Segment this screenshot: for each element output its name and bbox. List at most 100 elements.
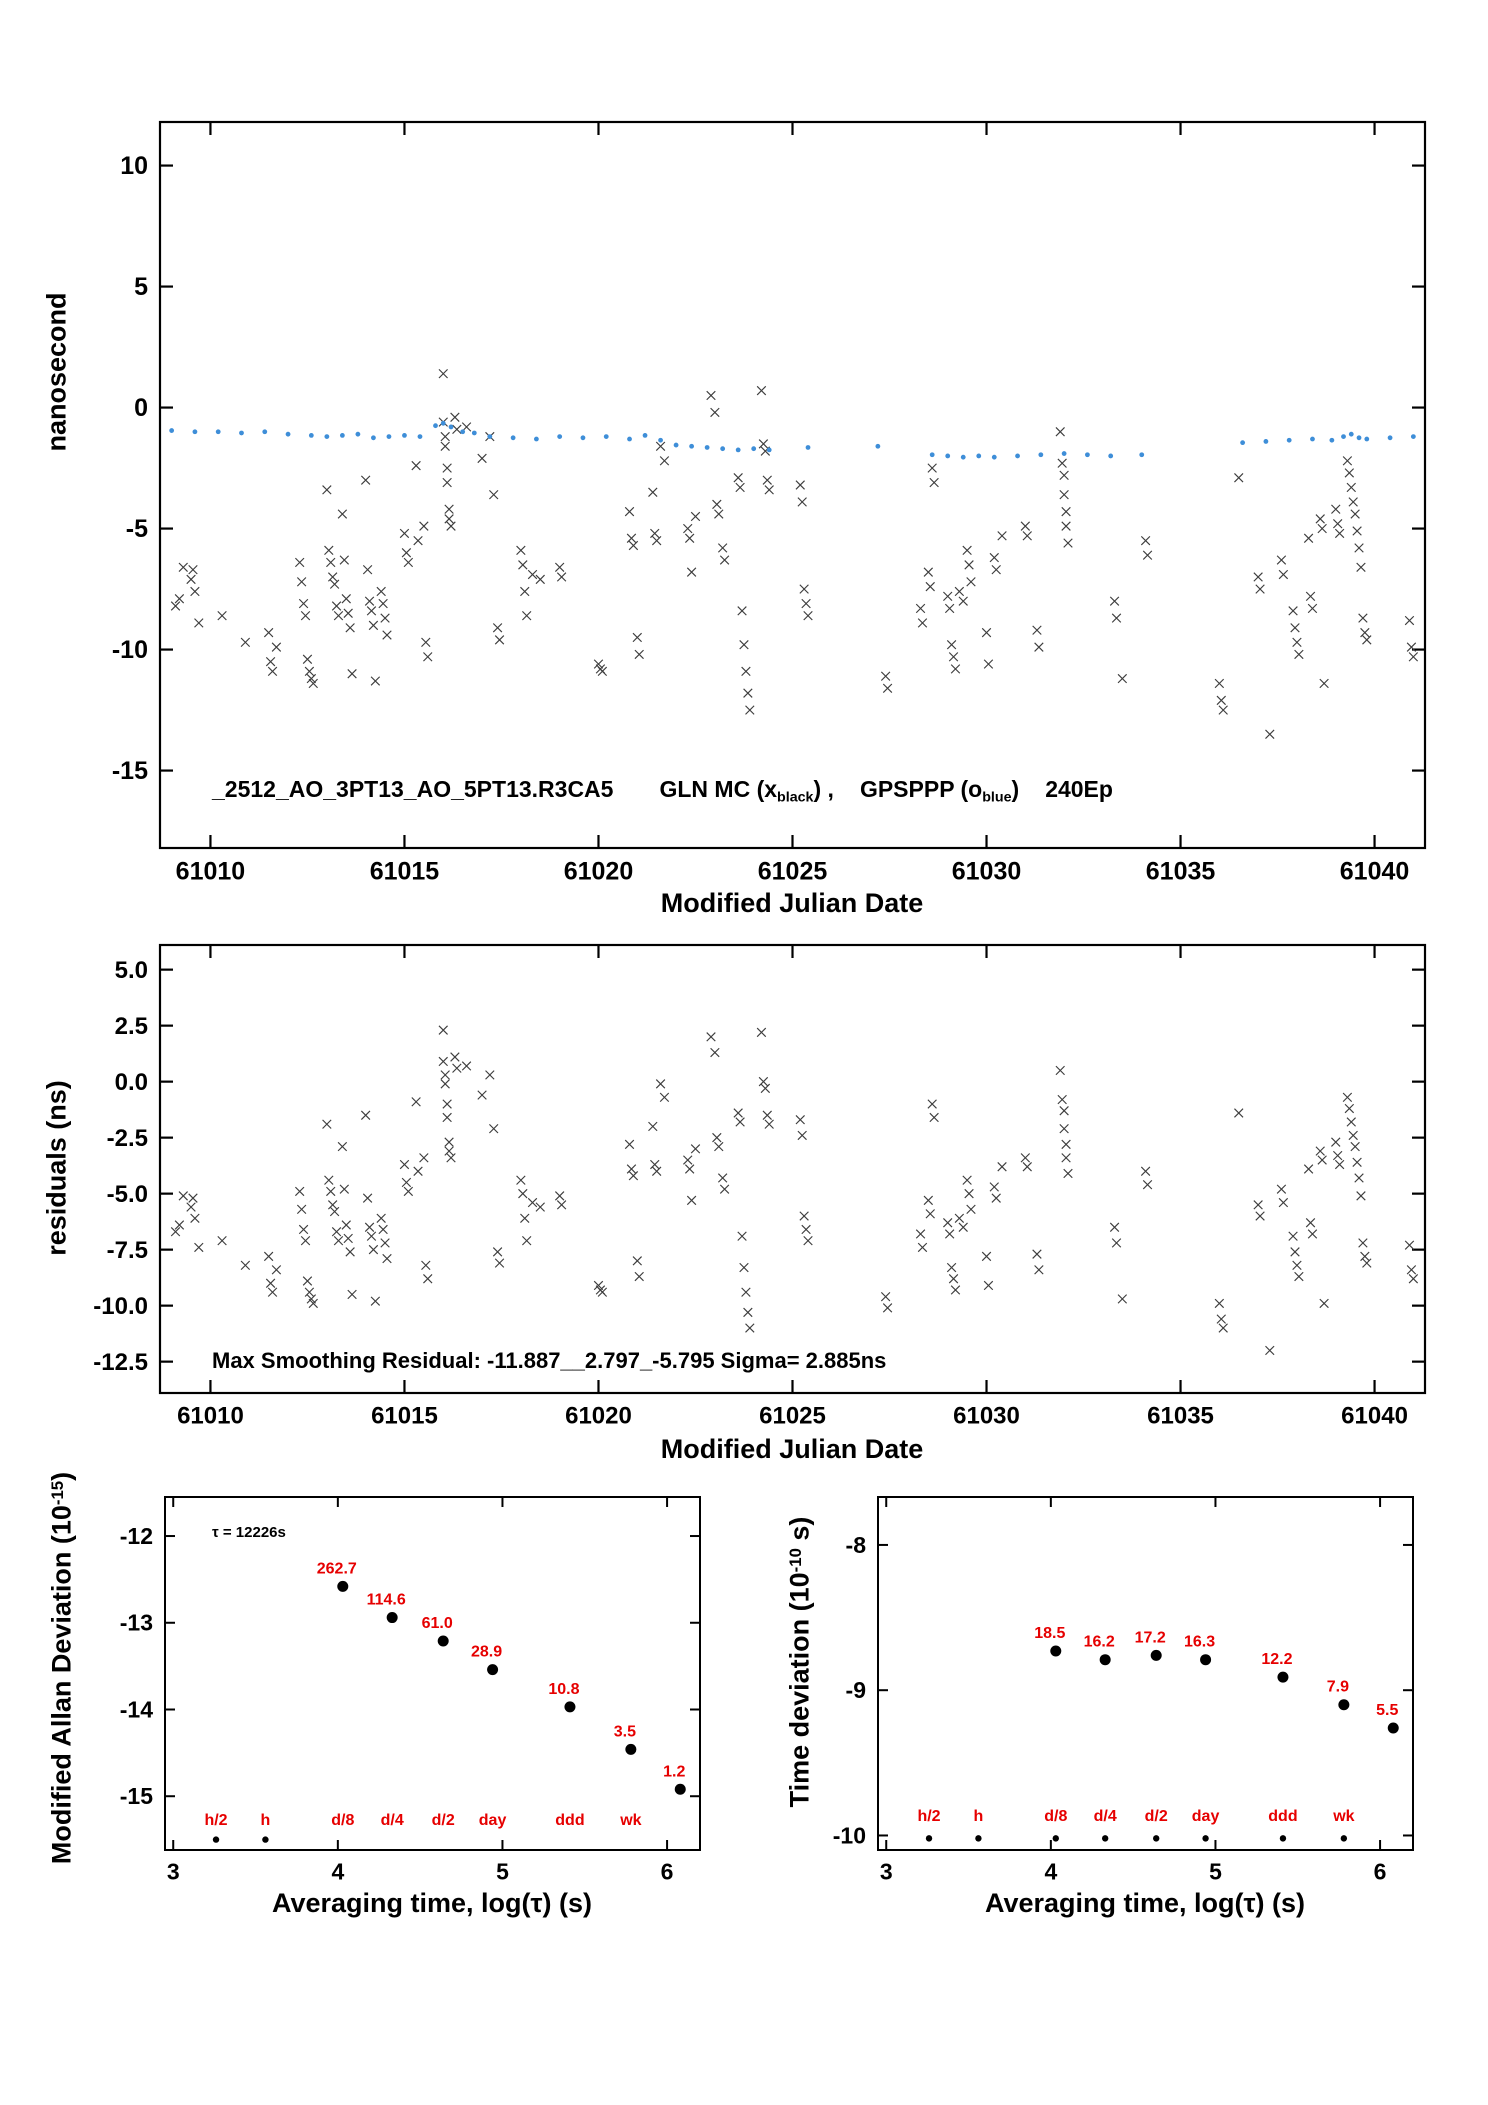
axes-frame bbox=[164, 1496, 701, 1851]
x-marker bbox=[1255, 1211, 1265, 1221]
x-marker bbox=[737, 1231, 747, 1241]
x-marker bbox=[745, 1323, 755, 1333]
x-marker bbox=[178, 562, 188, 572]
x-marker bbox=[1348, 497, 1358, 507]
x-marker bbox=[1218, 1323, 1228, 1333]
x-marker bbox=[411, 1097, 421, 1107]
x-marker bbox=[650, 1159, 660, 1170]
circle-marker bbox=[169, 428, 175, 433]
x-marker bbox=[801, 598, 811, 609]
x-marker bbox=[795, 1115, 805, 1125]
x-marker bbox=[739, 1262, 749, 1273]
series2-label: GPSPPP (oblue) bbox=[860, 776, 1020, 805]
x-marker bbox=[382, 1253, 392, 1264]
point-value-label: 16.2 bbox=[1084, 1634, 1115, 1651]
x-marker bbox=[1315, 1146, 1325, 1156]
circle-marker bbox=[720, 446, 726, 452]
x-marker bbox=[1334, 1159, 1345, 1170]
y-tick-label: -10 bbox=[112, 636, 148, 664]
x-marker bbox=[1358, 613, 1368, 623]
x-marker bbox=[1348, 1130, 1358, 1141]
x-marker bbox=[170, 601, 181, 611]
x-marker bbox=[758, 1076, 769, 1087]
x-marker bbox=[624, 1139, 635, 1150]
point-value-label: 10.8 bbox=[548, 1681, 579, 1698]
x-marker bbox=[624, 506, 635, 517]
x-marker bbox=[265, 656, 276, 667]
x-marker bbox=[1334, 528, 1345, 539]
circle-marker bbox=[1061, 451, 1067, 456]
x-marker bbox=[331, 1227, 342, 1237]
x-tick-label: 6 bbox=[1374, 1859, 1387, 1885]
x-marker bbox=[461, 1061, 472, 1071]
circle-marker bbox=[440, 420, 446, 426]
x-marker bbox=[1117, 673, 1128, 684]
x-marker bbox=[964, 560, 974, 570]
x-marker bbox=[442, 477, 452, 488]
x-marker bbox=[271, 642, 282, 652]
x-marker bbox=[306, 673, 317, 684]
x-marker bbox=[329, 1206, 340, 1217]
period-label: wk bbox=[1332, 1808, 1354, 1825]
x-marker bbox=[554, 562, 565, 572]
series-tdev-floor bbox=[925, 1835, 1348, 1842]
period-label: h bbox=[261, 1812, 271, 1829]
x-marker bbox=[1020, 521, 1031, 531]
panel1-annotation: _2512_AO_3PT13_AO_5PT13.R3CA5 GLN MC (xbl… bbox=[212, 776, 1113, 805]
circle-marker bbox=[355, 431, 361, 437]
x-tick-label: 3 bbox=[167, 1859, 180, 1885]
circle-marker bbox=[929, 452, 935, 458]
circle-marker bbox=[339, 432, 345, 438]
x-marker bbox=[1117, 1294, 1128, 1304]
point-marker bbox=[1150, 1649, 1162, 1661]
x-marker bbox=[178, 1191, 188, 1201]
x-marker bbox=[186, 574, 196, 585]
x-marker bbox=[686, 567, 697, 577]
x-marker bbox=[1358, 1238, 1368, 1248]
x-marker bbox=[1278, 569, 1289, 580]
x-marker bbox=[331, 601, 342, 611]
x-marker bbox=[737, 606, 747, 616]
point-value-label: 16.3 bbox=[1184, 1634, 1215, 1651]
x-marker bbox=[343, 608, 353, 618]
x-marker bbox=[485, 1070, 495, 1080]
x-marker bbox=[341, 1220, 351, 1230]
x-marker bbox=[946, 640, 957, 650]
x-marker bbox=[440, 1079, 450, 1089]
x-marker bbox=[997, 531, 1007, 541]
x-marker bbox=[518, 1188, 528, 1199]
x-marker bbox=[413, 1166, 423, 1176]
x-marker bbox=[1265, 729, 1275, 739]
x-marker bbox=[1317, 523, 1327, 534]
panel-mdev: 3 4 5 6 -12 -13 -14 -15 262.7 114.6 61.0 28.9 10.8 3.… bbox=[120, 1496, 701, 1885]
circle-marker bbox=[960, 454, 966, 460]
x-marker bbox=[983, 659, 994, 669]
x-marker bbox=[944, 603, 955, 614]
y-tick-label: -2.5 bbox=[107, 1125, 148, 1152]
circle-marker bbox=[557, 434, 563, 439]
x-marker bbox=[634, 1271, 644, 1282]
x-marker bbox=[915, 1229, 926, 1239]
series2-suffix: ) bbox=[1011, 776, 1020, 802]
x-marker bbox=[1059, 470, 1069, 481]
point-marker bbox=[437, 1635, 449, 1647]
x-tick-label: 61030 bbox=[952, 858, 1022, 886]
series-gpsppp bbox=[169, 420, 1416, 460]
x-marker bbox=[735, 1117, 745, 1127]
x-marker bbox=[527, 1197, 538, 1208]
x-marker bbox=[376, 586, 386, 597]
circle-marker bbox=[402, 432, 407, 438]
circle-marker bbox=[976, 453, 982, 459]
x-marker bbox=[477, 1090, 487, 1100]
x-marker bbox=[880, 1291, 891, 1302]
y-tick-label: -12 bbox=[120, 1523, 153, 1549]
x-marker bbox=[1234, 473, 1244, 483]
circle-marker bbox=[262, 429, 268, 435]
x-marker bbox=[756, 385, 767, 396]
x-marker bbox=[1346, 482, 1356, 493]
circle-marker bbox=[1108, 453, 1114, 459]
x-marker bbox=[368, 620, 379, 631]
x-marker bbox=[492, 623, 503, 633]
x-tick-label: 6 bbox=[661, 1859, 674, 1885]
x-marker bbox=[1032, 625, 1042, 635]
